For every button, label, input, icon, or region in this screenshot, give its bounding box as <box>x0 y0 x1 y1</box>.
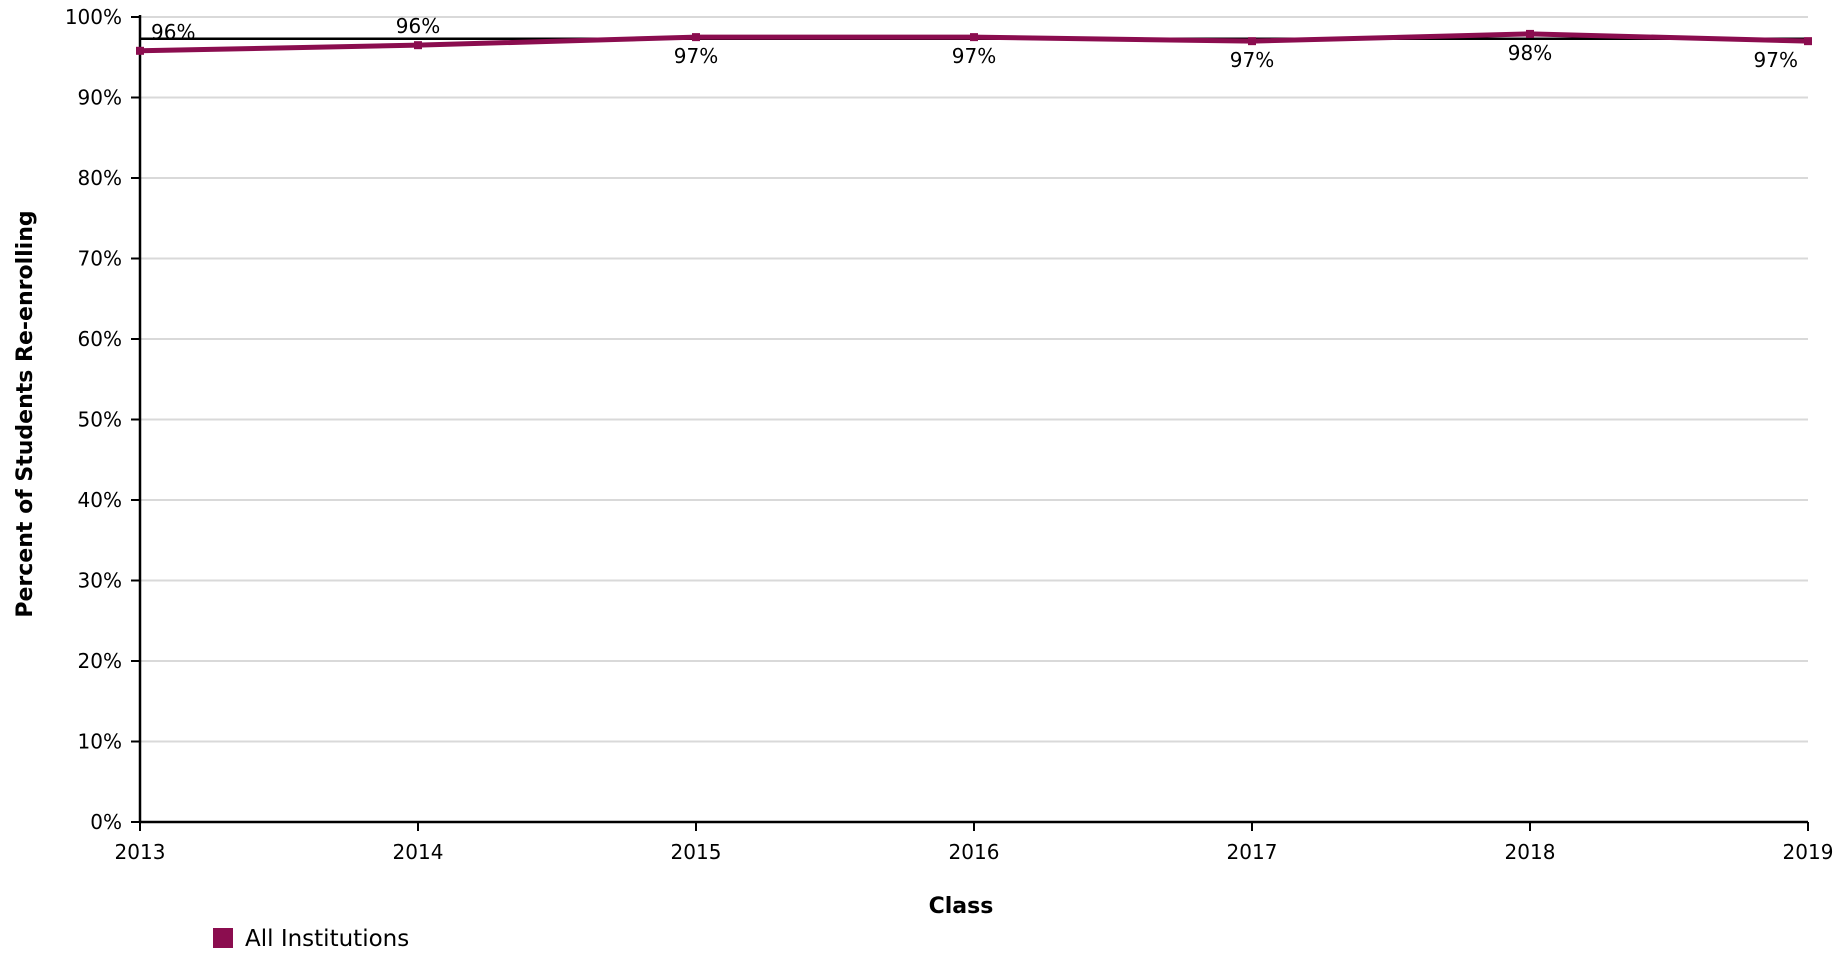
x-axis-title: Class <box>929 894 994 919</box>
x-tick-label: 2018 <box>1505 840 1556 864</box>
x-tick-label: 2016 <box>949 840 1000 864</box>
y-tick-label: 90% <box>78 86 122 110</box>
data-label: 96% <box>151 20 195 44</box>
data-label: 97% <box>952 44 996 68</box>
data-label: 97% <box>1230 48 1274 72</box>
y-tick-label: 30% <box>78 569 122 593</box>
data-label: 97% <box>674 44 718 68</box>
data-point <box>692 33 700 42</box>
data-point <box>1804 37 1812 46</box>
y-tick-label: 20% <box>78 649 122 673</box>
x-tick-label: 2019 <box>1783 840 1834 864</box>
data-point <box>136 46 144 55</box>
y-tick-label: 70% <box>78 247 122 271</box>
x-tick-label: 2015 <box>671 840 722 864</box>
data-point <box>1248 37 1256 46</box>
gridlines <box>140 16 1808 743</box>
legend: All Institutions <box>213 926 409 952</box>
y-tick-label: 10% <box>78 730 122 754</box>
axes: 0% 10% 20% 30% 40% 50% 60% 70% 80% 90% 100% 2013 201… <box>65 5 1834 864</box>
y-tick-label: 0% <box>90 810 122 834</box>
data-point <box>1526 29 1534 38</box>
data-labels: 96% 96% 97% 97% 97% 98% 97% <box>151 14 1798 72</box>
data-label: 96% <box>396 14 440 38</box>
y-tick-label: 100% <box>65 5 122 29</box>
y-tick-label: 80% <box>78 166 122 190</box>
y-axis-title: Percent of Students Re-enrolling <box>13 210 38 617</box>
x-tick-label: 2017 <box>1227 840 1278 864</box>
y-tick-label: 60% <box>78 327 122 351</box>
y-tick-label: 50% <box>78 408 122 432</box>
data-point <box>970 33 978 42</box>
series-group <box>136 29 1812 55</box>
x-tick-label: 2013 <box>115 840 166 864</box>
y-tick-label: 40% <box>78 488 122 512</box>
x-tick-label: 2014 <box>393 840 444 864</box>
data-point <box>414 41 422 50</box>
data-label: 98% <box>1508 41 1552 65</box>
data-label: 97% <box>1754 48 1798 72</box>
legend-label-all-institutions: All Institutions <box>245 926 409 952</box>
legend-swatch-all-institutions <box>213 928 233 948</box>
